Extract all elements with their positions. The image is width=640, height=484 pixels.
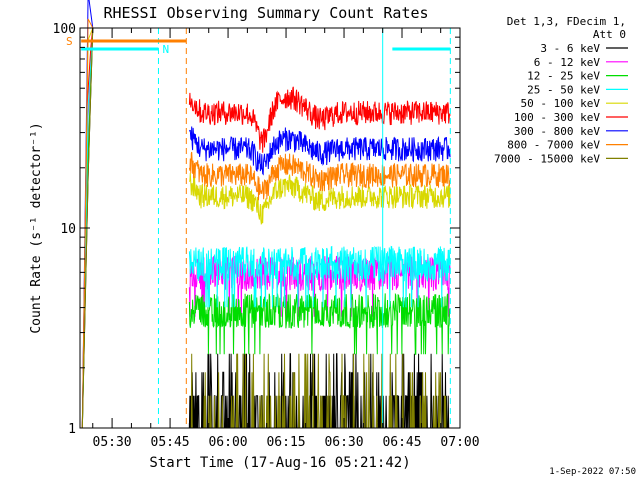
y-tick-label: 100 <box>53 22 76 37</box>
y-axis-label: Count Rate (s⁻¹ detector⁻¹) <box>29 122 44 333</box>
series-3 <box>81 27 451 429</box>
x-tick-label: 07:00 <box>440 435 479 450</box>
saa-flag-label: S <box>66 35 73 48</box>
chart-title: RHESSI Observing Summary Count Rates <box>103 4 428 22</box>
x-tick-label: 05:45 <box>151 435 190 450</box>
series-6 <box>81 0 451 429</box>
legend-header: Det 1,3, FDecim 1, <box>507 15 626 28</box>
x-tick-label: 05:30 <box>93 435 132 450</box>
series-8 <box>81 27 451 429</box>
series-line <box>188 172 451 226</box>
series-1 <box>81 27 451 429</box>
series-4 <box>81 27 451 429</box>
legend-entry: 6 - 12 keV <box>534 56 601 69</box>
series-2 <box>81 27 451 429</box>
night-flag-label: N <box>162 43 169 56</box>
x-tick-label: 06:00 <box>208 435 247 450</box>
series-rise <box>81 18 94 429</box>
legend-entry: 50 - 100 keV <box>521 97 601 110</box>
x-axis-label: Start Time (17-Aug-16 05:21:42) <box>149 455 410 471</box>
series-7 <box>81 18 451 429</box>
y-tick-label: 10 <box>60 222 76 237</box>
series-rise <box>81 27 94 429</box>
series-line <box>188 126 451 176</box>
timestamp: 1-Sep-2022 07:50 <box>549 467 636 477</box>
y-tick-label: 1 <box>68 422 76 437</box>
legend-entry: 3 - 6 keV <box>540 42 600 55</box>
legend-entry: 100 - 300 keV <box>514 111 600 124</box>
legend-header: Att 0 <box>593 28 626 41</box>
x-tick-label: 06:45 <box>382 435 421 450</box>
series-5 <box>81 27 451 429</box>
legend-entry: 300 - 800 keV <box>514 125 600 138</box>
legend-entry: 25 - 50 keV <box>527 83 600 96</box>
series-line <box>188 245 451 308</box>
series-line <box>188 292 451 355</box>
legend-entry: 7000 - 15000 keV <box>494 152 600 165</box>
series-line <box>188 151 451 201</box>
legend-entry: 800 - 7000 keV <box>507 139 600 152</box>
series-line <box>188 86 451 153</box>
legend-entry: 12 - 25 keV <box>527 70 600 83</box>
x-tick-label: 06:30 <box>324 435 363 450</box>
x-tick-label: 06:15 <box>266 435 305 450</box>
series-0 <box>81 27 451 429</box>
